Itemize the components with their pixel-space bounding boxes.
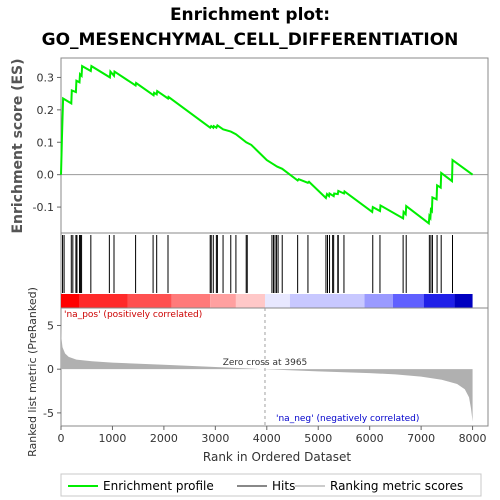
negative-correlation-label: 'na_neg' (negatively correlated) xyxy=(276,414,419,424)
hits-lines xyxy=(62,235,454,293)
x-tick-label: 6000 xyxy=(356,432,384,445)
ranking-metric-area xyxy=(61,323,473,422)
legend-frame xyxy=(60,473,482,497)
es-y-tick-label: 0.1 xyxy=(37,136,55,149)
es-y-tick-label: -0.1 xyxy=(33,201,54,214)
x-tick-label: 7000 xyxy=(407,432,435,445)
x-axis-ticks: 0 1000 2000 3000 4000 5000 6000 7000 8000 xyxy=(58,426,487,445)
metric-y-tick-label: -5 xyxy=(43,407,54,420)
heatmap-segment xyxy=(171,294,211,308)
legend-item-metric: Ranking metric scores xyxy=(330,479,463,493)
heatmap-segment xyxy=(79,294,128,308)
heatmap-segment xyxy=(392,294,424,308)
heatmap-segment xyxy=(210,294,236,308)
metric-y-tick-label: 0 xyxy=(47,363,54,376)
positive-correlation-label: 'na_pos' (positively correlated) xyxy=(64,310,202,320)
legend-item-profile: Enrichment profile xyxy=(103,479,214,493)
x-tick-label: 0 xyxy=(58,432,65,445)
legend-item-hits: Hits xyxy=(272,479,295,493)
heatmap-segment xyxy=(289,294,365,308)
metric-axis-label: Ranked list metric (PreRanked) xyxy=(26,287,39,457)
es-y-tick-label: 0.2 xyxy=(37,104,55,117)
heatmap-segment xyxy=(264,294,290,308)
es-panel: -0.1 0.0 0.1 0.2 0.3 xyxy=(33,57,489,234)
chart-title-line-1: Enrichment plot: xyxy=(170,5,330,25)
metric-panel: Zero cross at 3965 'na_pos' (positively … xyxy=(43,307,489,427)
es-y-ticks: -0.1 0.0 0.1 0.2 0.3 xyxy=(33,71,61,214)
enrichment-profile-line xyxy=(60,64,474,226)
x-tick-label: 2000 xyxy=(150,432,178,445)
metric-y-tick-label: 5 xyxy=(47,319,54,332)
es-y-tick-label: 0.3 xyxy=(37,71,55,84)
x-tick-label: 8000 xyxy=(459,432,487,445)
legend: Enrichment profile Hits Ranking metric s… xyxy=(60,473,482,497)
x-tick-label: 4000 xyxy=(253,432,281,445)
es-panel-frame xyxy=(60,57,489,234)
x-axis-label: Rank in Ordered Dataset xyxy=(203,450,351,464)
heatmap-segment xyxy=(127,294,172,308)
heatmap-segment xyxy=(454,294,473,308)
x-tick-label: 5000 xyxy=(304,432,332,445)
heatmap-segment xyxy=(235,294,265,308)
heatmap-segment xyxy=(364,294,393,308)
es-axis-label: Enrichment score (ES) xyxy=(10,58,26,233)
hits-panel xyxy=(60,232,489,309)
heatmap-segment xyxy=(61,294,80,308)
x-tick-label: 1000 xyxy=(98,432,126,445)
heatmap-segment xyxy=(423,294,455,308)
zero-cross-label: Zero cross at 3965 xyxy=(223,358,308,368)
ranking-heatmap-bar xyxy=(61,294,473,308)
metric-y-ticks: -5 0 5 xyxy=(43,319,61,420)
x-tick-label: 3000 xyxy=(201,432,229,445)
es-y-tick-label: 0.0 xyxy=(37,169,55,182)
chart-title-line-2: GO_MESENCHYMAL_CELL_DIFFERENTIATION xyxy=(42,30,459,50)
